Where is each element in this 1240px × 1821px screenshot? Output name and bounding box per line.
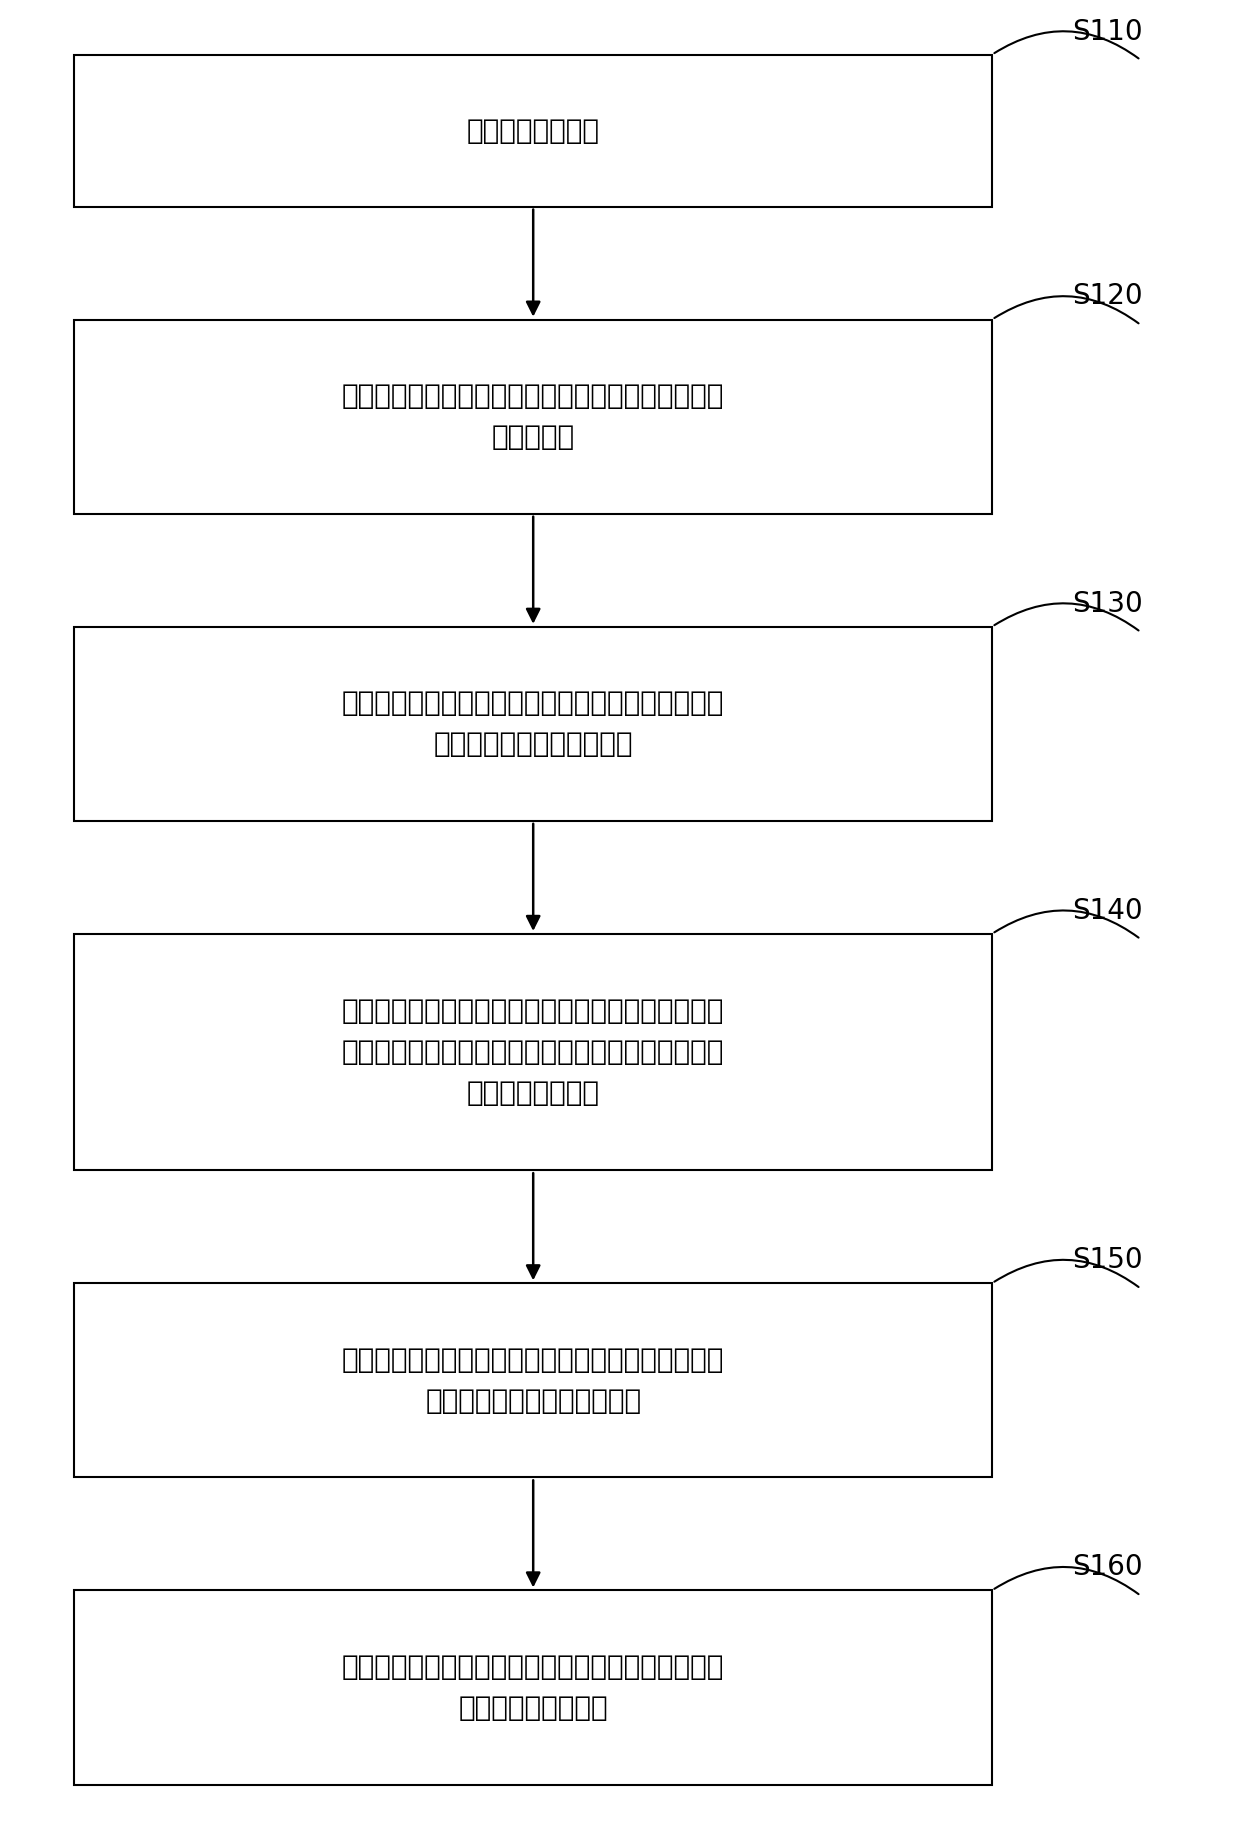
Text: 利用每两次所述水声时标信号最大振幅偏差确定该间
隔时刻内地震仪内部时钟偏差: 利用每两次所述水声时标信号最大振幅偏差确定该间 隔时刻内地震仪内部时钟偏差 [342, 1346, 724, 1415]
Text: S120: S120 [1073, 282, 1143, 310]
Text: S130: S130 [1073, 590, 1143, 617]
Text: S160: S160 [1073, 1553, 1143, 1581]
Text: 对滤波后的水声时标信号进行截取，利用所述最优旋
转角依次进行分数阶傅里叶变换，获得每次水声时标
信号到时最大振幅: 对滤波后的水声时标信号进行截取，利用所述最优旋 转角依次进行分数阶傅里叶变换，获… [342, 996, 724, 1107]
Bar [74, 934, 992, 1171]
Text: S140: S140 [1073, 896, 1143, 925]
Bar [74, 1590, 992, 1785]
Text: 对滤波后的水声时标信号进行分数阶傅里叶变换计算
水声时标信号的最优旋转角: 对滤波后的水声时标信号进行分数阶傅里叶变换计算 水声时标信号的最优旋转角 [342, 688, 724, 758]
Bar [74, 55, 992, 206]
Bar [74, 1284, 992, 1477]
Text: S110: S110 [1073, 18, 1143, 46]
Bar [74, 319, 992, 514]
Bar [74, 626, 992, 821]
Text: S150: S150 [1073, 1246, 1143, 1275]
Text: 获取水声时标信号: 获取水声时标信号 [466, 117, 600, 144]
Text: 对所述水声时标信号进行带通滤波，获得滤波后的水
声时标信号: 对所述水声时标信号进行带通滤波，获得滤波后的水 声时标信号 [342, 382, 724, 452]
Text: 根据所述的内部时钟偏差对采集数据进行重采样校正
，得到时钟同步数据: 根据所述的内部时钟偏差对采集数据进行重采样校正 ，得到时钟同步数据 [342, 1653, 724, 1723]
